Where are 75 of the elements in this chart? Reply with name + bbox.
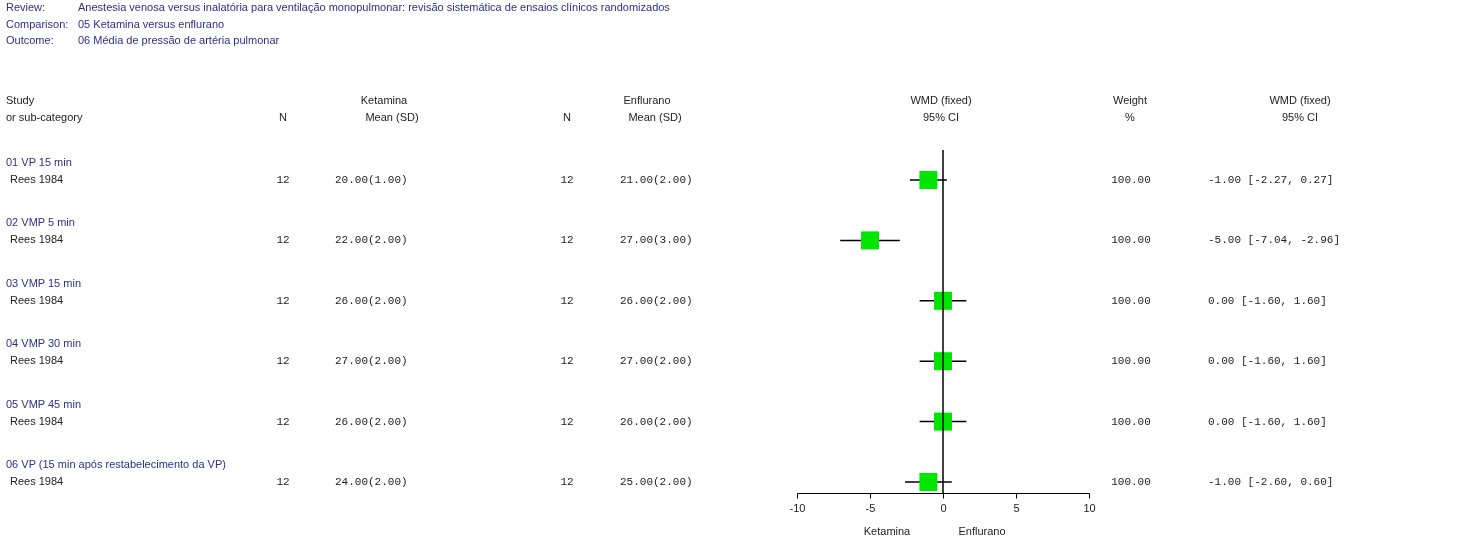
text: Rees 1984 <box>10 414 64 427</box>
text: 24.00(2.00) <box>335 476 408 488</box>
text: WMD (fixed) <box>1269 94 1331 106</box>
text: -5.00 [-7.04, -2.96] <box>1208 234 1341 247</box>
text: 12 <box>560 294 574 307</box>
text: 0.00 [-1.60, 1.60] <box>1208 294 1327 307</box>
text: 27.00(3.00) <box>620 234 693 247</box>
text: Study <box>6 94 35 106</box>
text: Rees 1984 <box>10 233 64 246</box>
text: 100.00 <box>1111 415 1151 428</box>
text: Ketamina <box>863 525 912 537</box>
text: 95% CI <box>922 111 960 123</box>
text: 12 <box>560 476 574 488</box>
text: 25.00(2.00) <box>620 476 693 488</box>
text: 26.00(2.00) <box>620 294 693 307</box>
text: 12 <box>276 234 290 247</box>
text: 12 <box>560 355 574 368</box>
category-label: 01 VP 15 min <box>6 156 72 168</box>
text: Rees 1984 <box>10 173 64 185</box>
x-tick-label: 5 <box>1013 501 1020 514</box>
text: 100.00 <box>1111 294 1151 307</box>
category-label: 04 VMP 30 min <box>6 337 82 350</box>
category-label: 03 VMP 15 min <box>6 276 82 289</box>
text: 05 Ketamina versus enflurano <box>78 18 225 30</box>
text: N <box>563 111 572 123</box>
text: WMD (fixed) <box>910 94 972 106</box>
text: Enflurano <box>958 525 1006 537</box>
text: 06 Média de pressão de artéria pulmonar <box>78 34 280 46</box>
text: Mean (SD) <box>365 111 419 123</box>
text: Ketamina <box>360 94 409 106</box>
text: Rees 1984 <box>10 354 64 367</box>
text: % <box>1125 111 1136 123</box>
text: 22.00(2.00) <box>335 234 408 247</box>
text: 95% CI <box>1281 111 1319 123</box>
text: Rees 1984 <box>10 293 64 306</box>
text: 12 <box>560 174 574 186</box>
text: 27.00(2.00) <box>620 355 693 368</box>
category-label: 05 VMP 45 min <box>6 397 82 410</box>
text: 21.00(2.00) <box>620 174 693 186</box>
text: 100.00 <box>1111 355 1151 368</box>
text: 12 <box>276 355 290 368</box>
category-label: 06 VP (15 min após restabelecimento da VP) <box>6 458 226 470</box>
text: 0.00 [-1.60, 1.60] <box>1208 355 1327 368</box>
x-tick-label: 0 <box>940 501 947 514</box>
text: 26.00(2.00) <box>620 415 693 428</box>
text: Anestesia venosa versus inalatória para ventilação monopulmonar: revisão sistemática de ensaios clínicos randomizados <box>78 1 671 13</box>
text: 12 <box>276 415 290 428</box>
x-tick-label: -5 <box>865 501 876 514</box>
x-tick-label: 10 <box>1083 501 1096 514</box>
text: 12 <box>276 294 290 307</box>
text: Enflurano <box>623 94 671 106</box>
text: 26.00(2.00) <box>335 415 408 428</box>
text: Outcome: <box>6 34 54 46</box>
text: 27.00(2.00) <box>335 355 408 368</box>
text: Comparison: <box>6 18 69 30</box>
text: 12 <box>560 234 574 247</box>
text: 100.00 <box>1111 234 1151 247</box>
text: N <box>279 111 288 123</box>
text: 12 <box>276 476 290 488</box>
text: 12 <box>276 174 290 186</box>
text: 0.00 [-1.60, 1.60] <box>1208 415 1327 428</box>
text: 20.00(1.00) <box>335 174 408 186</box>
text: -1.00 [-2.60, 0.60] <box>1208 476 1334 488</box>
text: -1.00 [-2.27, 0.27] <box>1208 174 1334 186</box>
text: 12 <box>560 415 574 428</box>
text: Mean (SD) <box>628 111 682 123</box>
text: Weight <box>1112 94 1148 106</box>
text: 26.00(2.00) <box>335 294 408 307</box>
category-label: 02 VMP 5 min <box>6 216 75 229</box>
x-tick-label: -10 <box>789 501 806 514</box>
text: 100.00 <box>1111 174 1151 186</box>
text: Review: <box>6 1 46 13</box>
text: or sub-category <box>6 111 83 123</box>
text: 100.00 <box>1111 476 1151 488</box>
text: Rees 1984 <box>10 475 64 487</box>
